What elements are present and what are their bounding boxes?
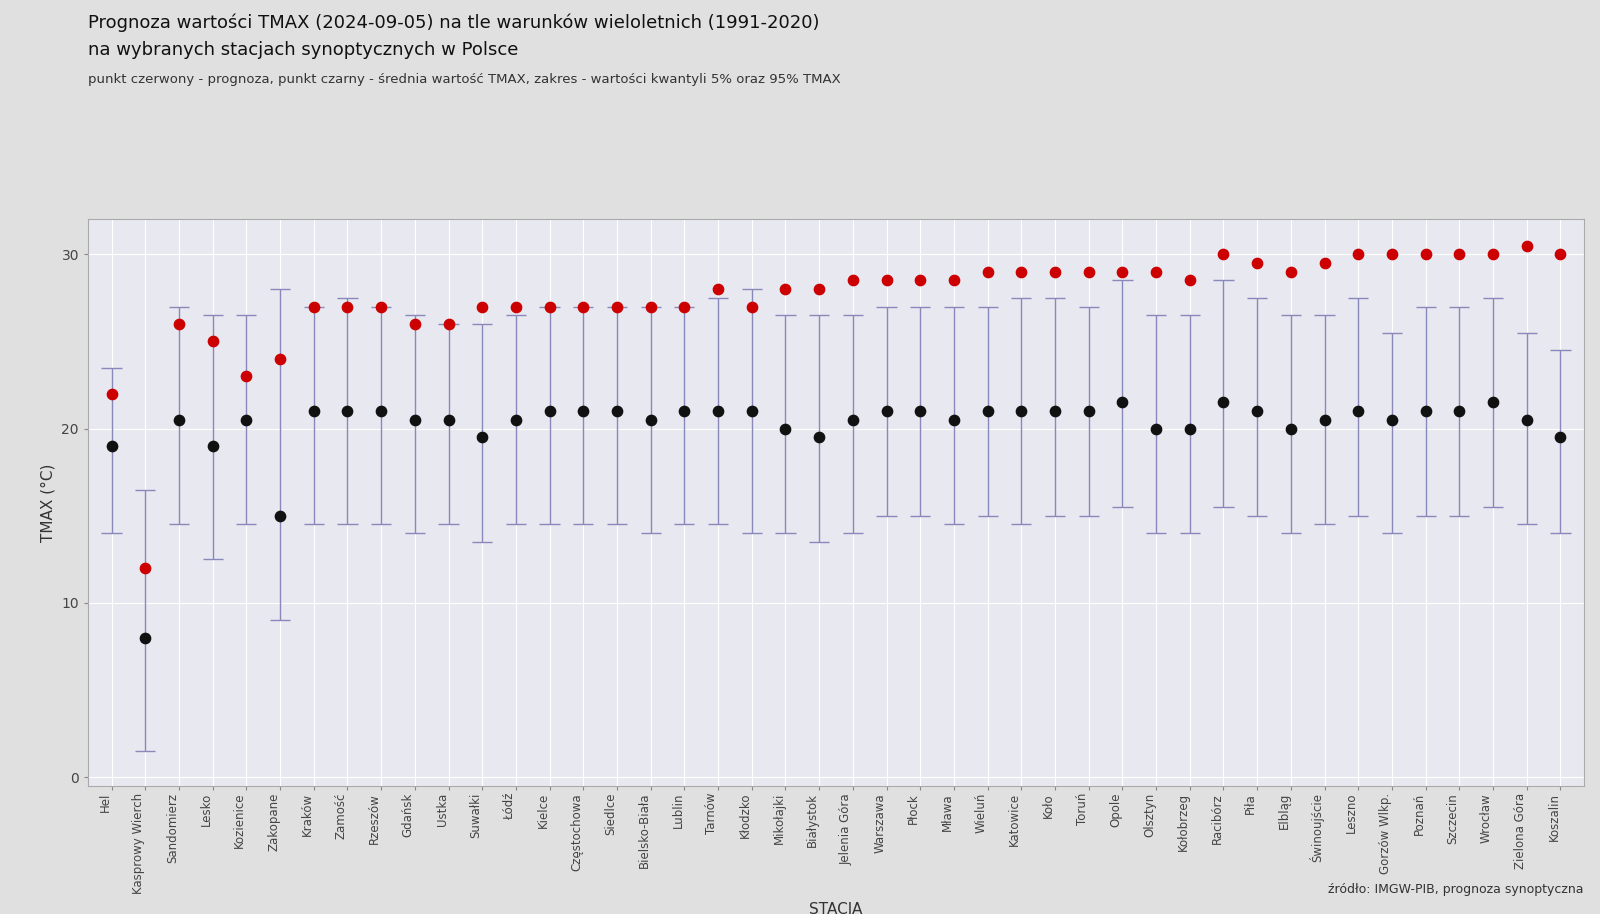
Point (1245, 256, 1270, 271)
Point (301, 299, 326, 314)
Point (402, 316, 427, 331)
Point (99, 387, 125, 401)
Point (1413, 404, 1438, 419)
Point (234, 369, 259, 384)
Point (571, 404, 597, 419)
Point (368, 404, 394, 419)
Point (1245, 404, 1270, 419)
Point (234, 412, 259, 427)
X-axis label: STACJA: STACJA (810, 902, 862, 914)
Point (133, 561, 158, 576)
Point (907, 404, 933, 419)
Point (1547, 430, 1573, 444)
Point (1109, 264, 1134, 279)
Point (1109, 395, 1134, 409)
Point (435, 412, 461, 427)
Point (166, 316, 192, 331)
Point (907, 273, 933, 288)
Point (267, 352, 293, 367)
Point (1514, 239, 1539, 253)
Point (1480, 247, 1506, 261)
Point (1042, 264, 1067, 279)
Point (99, 439, 125, 453)
Point (538, 404, 563, 419)
Point (706, 404, 731, 419)
Point (773, 282, 798, 296)
Point (605, 299, 630, 314)
Point (1346, 247, 1371, 261)
Point (1278, 421, 1304, 436)
Point (166, 412, 192, 427)
Point (739, 299, 765, 314)
Point (1312, 256, 1338, 271)
Point (1346, 404, 1371, 419)
Point (1446, 404, 1472, 419)
Text: na wybranych stacjach synoptycznych w Polsce: na wybranych stacjach synoptycznych w Po… (88, 41, 518, 59)
Point (1144, 264, 1170, 279)
Point (1514, 412, 1539, 427)
Point (1211, 395, 1237, 409)
Point (773, 421, 798, 436)
Point (941, 412, 966, 427)
Point (1178, 421, 1203, 436)
Point (301, 404, 326, 419)
Point (469, 299, 494, 314)
Point (334, 404, 360, 419)
Text: źródło: IMGW-PIB, prognoza synoptyczna: źródło: IMGW-PIB, prognoza synoptyczna (1328, 883, 1584, 896)
Point (502, 299, 528, 314)
Point (840, 273, 866, 288)
Point (502, 412, 528, 427)
Point (133, 631, 158, 645)
Point (1446, 247, 1472, 261)
Point (1278, 264, 1304, 279)
Point (1480, 395, 1506, 409)
Point (672, 404, 698, 419)
Point (1178, 273, 1203, 288)
Point (840, 412, 866, 427)
Point (806, 282, 832, 296)
Point (1312, 412, 1338, 427)
Point (200, 335, 226, 349)
Y-axis label: TMAX (°C): TMAX (°C) (40, 463, 56, 542)
Text: Prognoza wartości TMAX (2024-09-05) na tle warunków wieloletnich (1991-2020): Prognoza wartości TMAX (2024-09-05) na t… (88, 14, 819, 32)
Point (672, 299, 698, 314)
Point (605, 404, 630, 419)
Point (1008, 404, 1034, 419)
Point (739, 404, 765, 419)
Point (806, 430, 832, 444)
Text: punkt czerwony - prognoza, punkt czarny - średnia wartość TMAX, zakres - wartośc: punkt czerwony - prognoza, punkt czarny … (88, 73, 840, 86)
Point (1075, 404, 1101, 419)
Point (1008, 264, 1034, 279)
Point (638, 412, 664, 427)
Point (200, 439, 226, 453)
Point (941, 273, 966, 288)
Point (1379, 412, 1405, 427)
Point (974, 264, 1000, 279)
Point (334, 299, 360, 314)
Point (974, 404, 1000, 419)
Point (368, 299, 394, 314)
Point (1211, 247, 1237, 261)
Point (874, 404, 899, 419)
Point (402, 412, 427, 427)
Point (1042, 404, 1067, 419)
Point (706, 282, 731, 296)
Point (1547, 247, 1573, 261)
Point (469, 430, 494, 444)
Point (435, 316, 461, 331)
Point (267, 508, 293, 523)
Point (1413, 247, 1438, 261)
Point (571, 299, 597, 314)
Point (538, 299, 563, 314)
Point (1144, 421, 1170, 436)
Point (874, 273, 899, 288)
Point (1379, 247, 1405, 261)
Point (638, 299, 664, 314)
Point (1075, 264, 1101, 279)
